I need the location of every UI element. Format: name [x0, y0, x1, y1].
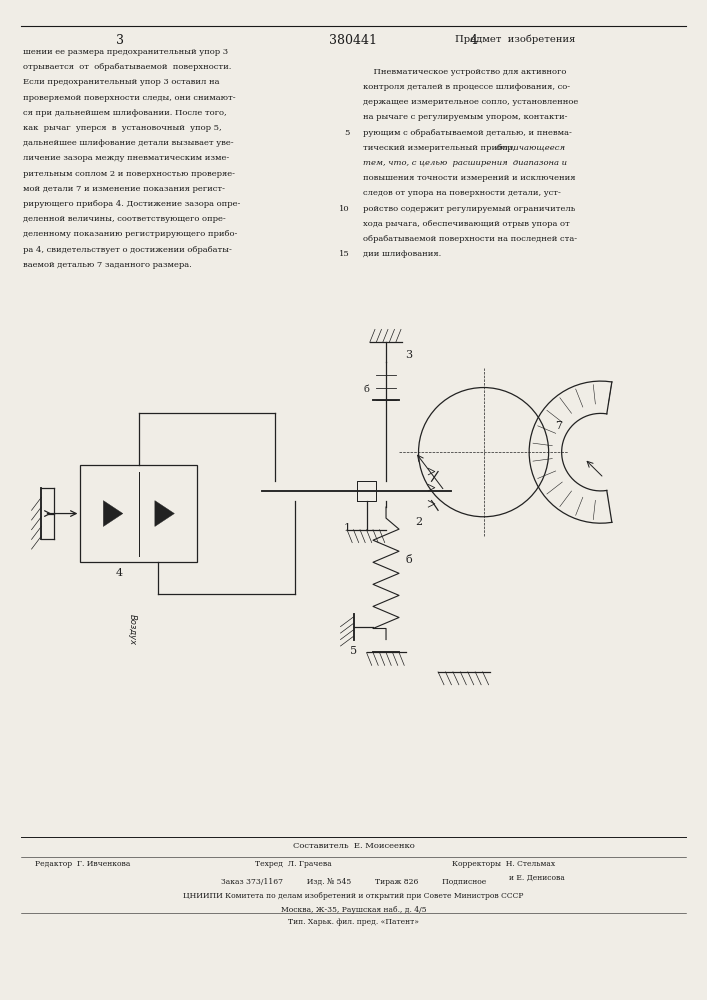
Text: рующим с обрабатываемой деталью, и пневма-: рующим с обрабатываемой деталью, и пневм… — [363, 129, 571, 137]
Text: на рычаге с регулируемым упором, контакти-: на рычаге с регулируемым упором, контакт… — [363, 113, 567, 121]
Text: ра 4, свидетельствует о достижении обрабаты-: ра 4, свидетельствует о достижении обраб… — [23, 246, 232, 254]
Text: тический измерительный прибор,: тический измерительный прибор, — [363, 144, 518, 152]
Text: рирующего прибора 4. Достижение зазора опре-: рирующего прибора 4. Достижение зазора о… — [23, 200, 240, 208]
Text: шении ее размера предохранительный упор 3: шении ее размера предохранительный упор … — [23, 48, 228, 56]
Text: и Е. Денисова: и Е. Денисова — [509, 874, 565, 882]
Text: 1: 1 — [344, 523, 351, 533]
Text: как  рычаг  уперся  в  установочный  упор 5,: как рычаг уперся в установочный упор 5, — [23, 124, 222, 132]
Bar — [81, 465, 197, 562]
Text: Редактор  Г. Ивченкова: Редактор Г. Ивченкова — [35, 860, 131, 868]
Text: Воздух: Воздух — [128, 614, 137, 645]
Text: 4: 4 — [469, 34, 478, 47]
Polygon shape — [155, 501, 175, 526]
Polygon shape — [103, 501, 123, 526]
Text: 5: 5 — [350, 646, 357, 656]
Text: 380441: 380441 — [329, 34, 378, 47]
Text: деленному показанию регистрирующего прибо-: деленному показанию регистрирующего приб… — [23, 230, 238, 238]
Text: Корректоры  Н. Стельмах: Корректоры Н. Стельмах — [452, 860, 556, 868]
Text: отличающееся: отличающееся — [496, 144, 566, 152]
Text: б: б — [406, 555, 412, 565]
Text: держащее измерительное сопло, установленное: держащее измерительное сопло, установлен… — [363, 98, 578, 106]
Text: Если предохранительный упор 3 оставил на: Если предохранительный упор 3 оставил на — [23, 78, 220, 86]
Text: Тип. Харьк. фил. пред. «Патент»: Тип. Харьк. фил. пред. «Патент» — [288, 918, 419, 926]
Text: Составитель  Е. Моисеенко: Составитель Е. Моисеенко — [293, 842, 414, 850]
Text: ся при дальнейшем шлифовании. После того,: ся при дальнейшем шлифовании. После того… — [23, 109, 227, 117]
Text: отрывается  от  обрабатываемой  поверхности.: отрывается от обрабатываемой поверхности… — [23, 63, 232, 71]
Text: проверяемой поверхности следы, они снимают-: проверяемой поверхности следы, они снима… — [23, 94, 236, 102]
Text: ЦНИИПИ Комитета по делам изобретений и открытий при Совете Министров СССР: ЦНИИПИ Комитета по делам изобретений и о… — [183, 892, 524, 900]
Text: Пневматическое устройство для активного: Пневматическое устройство для активного — [363, 68, 566, 76]
Text: ройство содержит регулируемый ограничитель: ройство содержит регулируемый ограничите… — [363, 205, 575, 213]
Text: хода рычага, обеспечивающий отрыв упора от: хода рычага, обеспечивающий отрыв упора … — [363, 220, 569, 228]
Text: Техред  Л. Грачева: Техред Л. Грачева — [255, 860, 332, 868]
Text: рительным соплом 2 и поверхностью проверяе-: рительным соплом 2 и поверхностью провер… — [23, 170, 235, 178]
Text: Заказ 373/1167          Изд. № 545          Тираж 826          Подписное: Заказ 373/1167 Изд. № 545 Тираж 826 Подп… — [221, 878, 486, 886]
Text: личение зазора между пневматическим изме-: личение зазора между пневматическим изме… — [23, 154, 230, 162]
Text: 4: 4 — [116, 568, 123, 578]
Text: дальнейшее шлифование детали вызывает уве-: дальнейшее шлифование детали вызывает ув… — [23, 139, 234, 147]
Text: 7: 7 — [555, 421, 562, 431]
Text: 5: 5 — [344, 129, 350, 137]
Text: повышения точности измерений и исключения: повышения точности измерений и исключени… — [363, 174, 575, 182]
Text: следов от упора на поверхности детали, уст-: следов от упора на поверхности детали, у… — [363, 189, 561, 197]
Text: Москва, Ж-35, Раушская наб., д. 4/5: Москва, Ж-35, Раушская наб., д. 4/5 — [281, 906, 426, 914]
Text: 15: 15 — [339, 250, 350, 258]
Text: тем, что, с целью  расширения  диапазона и: тем, что, с целью расширения диапазона и — [363, 159, 567, 167]
Text: деленной величины, соответствующего опре-: деленной величины, соответствующего опре… — [23, 215, 226, 223]
Text: б: б — [363, 385, 370, 394]
Text: 3: 3 — [116, 34, 124, 47]
Text: ваемой деталью 7 заданного размера.: ваемой деталью 7 заданного размера. — [23, 261, 192, 269]
Text: обрабатываемой поверхности на последней ста-: обрабатываемой поверхности на последней … — [363, 235, 577, 243]
Text: 3: 3 — [406, 350, 413, 360]
Text: Предмет  изобретения: Предмет изобретения — [455, 34, 575, 43]
Text: контроля деталей в процессе шлифования, со-: контроля деталей в процессе шлифования, … — [363, 83, 570, 91]
Text: дии шлифования.: дии шлифования. — [363, 250, 441, 258]
Text: 10: 10 — [339, 205, 350, 213]
Text: мой детали 7 и изменение показания регист-: мой детали 7 и изменение показания регис… — [23, 185, 226, 193]
Text: 2: 2 — [415, 517, 422, 527]
